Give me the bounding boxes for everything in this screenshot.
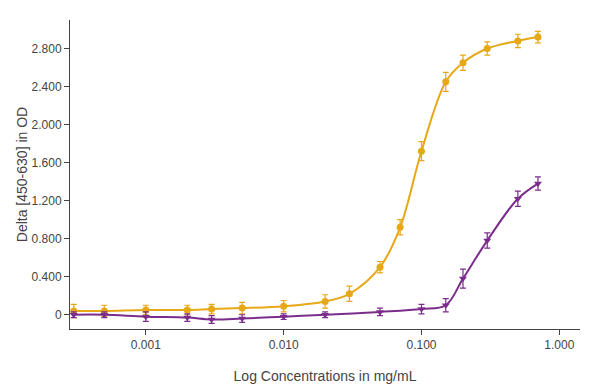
svg-text:2.400: 2.400 bbox=[32, 80, 62, 94]
svg-text:0.800: 0.800 bbox=[32, 232, 62, 246]
svg-text:0.010: 0.010 bbox=[269, 338, 299, 352]
svg-text:0.100: 0.100 bbox=[406, 338, 436, 352]
svg-text:1.200: 1.200 bbox=[32, 194, 62, 208]
svg-text:1.600: 1.600 bbox=[32, 156, 62, 170]
svg-text:2.000: 2.000 bbox=[32, 118, 62, 132]
svg-text:Delta [450-630] in OD: Delta [450-630] in OD bbox=[14, 107, 30, 242]
svg-text:0: 0 bbox=[55, 308, 62, 322]
svg-text:0.001: 0.001 bbox=[131, 338, 161, 352]
svg-text:0.400: 0.400 bbox=[32, 270, 62, 284]
svg-text:Log Concentrations in mg/mL: Log Concentrations in mg/mL bbox=[234, 368, 417, 384]
svg-text:2.800: 2.800 bbox=[32, 42, 62, 56]
svg-text:1.000: 1.000 bbox=[544, 338, 574, 352]
